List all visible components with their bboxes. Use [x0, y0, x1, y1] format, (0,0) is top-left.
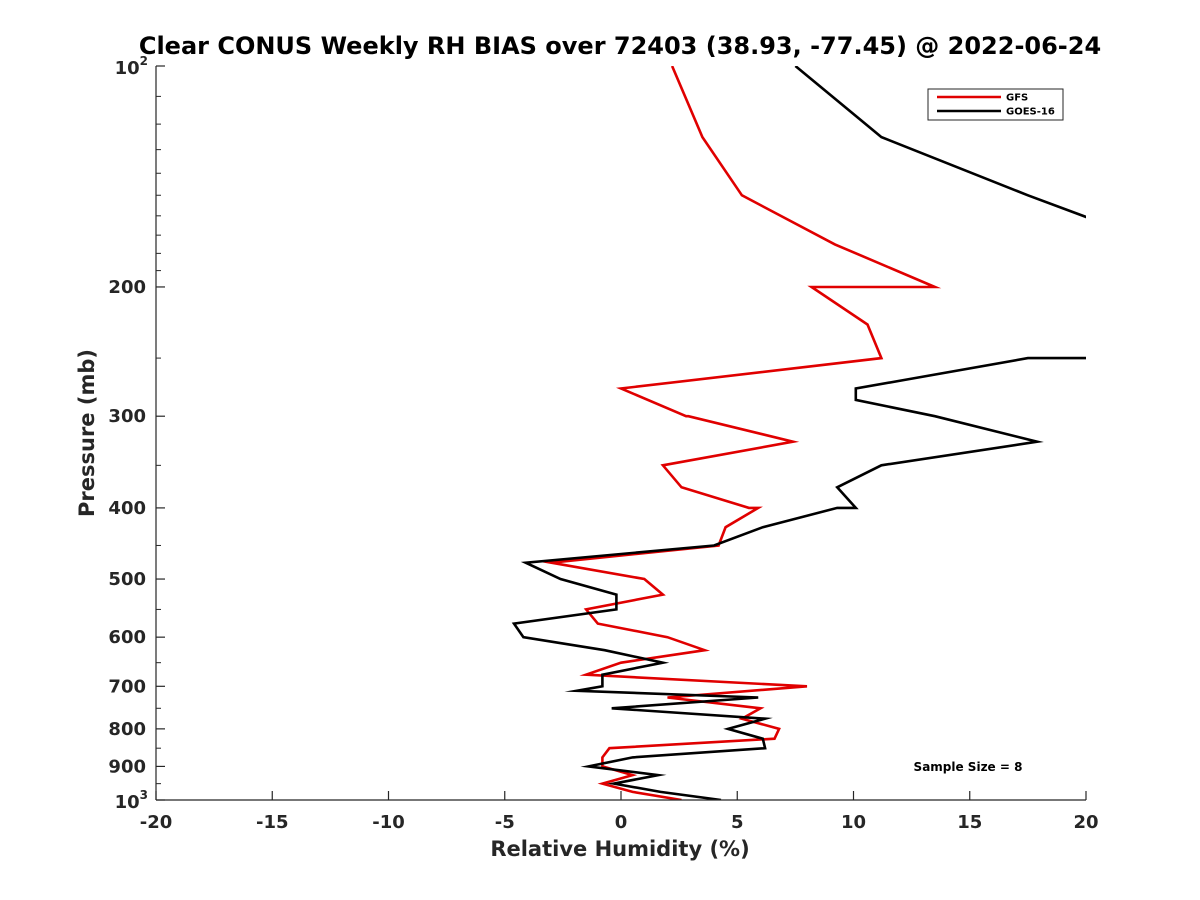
x-tick-label: -20 — [140, 812, 173, 833]
y-tick-label: 700 — [108, 676, 146, 697]
legend-label-gfs: GFS — [1006, 93, 1028, 104]
y-tick-label: 800 — [108, 719, 146, 740]
y-tick-label: 102 — [115, 54, 148, 79]
x-tick-label: 15 — [957, 812, 982, 833]
x-tick-label: 5 — [731, 812, 744, 833]
y-tick-label: 400 — [108, 498, 146, 519]
x-tick-label: -5 — [495, 812, 515, 833]
chart-title: Clear CONUS Weekly RH BIAS over 72403 (3… — [139, 32, 1101, 60]
axes: -20 -15 -10 -5 0 5 10 15 20 200 300 400 500 600 700 800… — [108, 54, 1098, 833]
y-tick-label: 103 — [115, 788, 148, 813]
y-tick-label: 200 — [108, 277, 146, 298]
legend: GFS GOES-16 — [927, 88, 1064, 121]
y-tick-label: 300 — [108, 406, 146, 427]
y-axis-label: Pressure (mb) — [75, 349, 99, 517]
x-tick-label: 20 — [1073, 812, 1098, 833]
y-tick-label: 500 — [108, 569, 146, 590]
x-tick-label: -10 — [372, 812, 405, 833]
series-group — [511, 66, 1086, 800]
x-axis-label: Relative Humidity (%) — [490, 837, 749, 861]
legend-label-goes-16: GOES-16 — [1006, 107, 1055, 118]
series-line-goes-16 — [511, 66, 1086, 800]
plot-area — [511, 66, 1086, 800]
x-tick-label: -15 — [256, 812, 289, 833]
legend-box — [927, 88, 1064, 121]
x-tick-label: 10 — [841, 812, 866, 833]
x-tick-label: 0 — [615, 812, 628, 833]
series-line-gfs — [541, 66, 942, 800]
y-tick-label: 600 — [108, 627, 146, 648]
y-tick-label: 900 — [108, 756, 146, 777]
sample-size-annotation: Sample Size = 8 — [914, 760, 1023, 774]
